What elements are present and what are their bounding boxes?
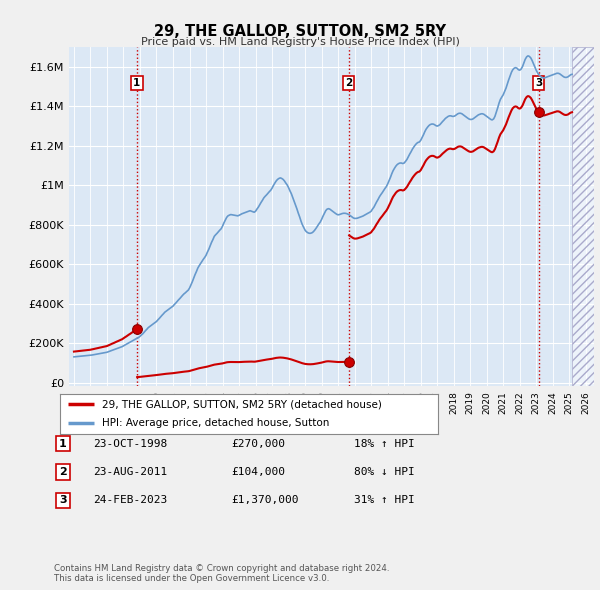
Text: 3: 3	[59, 496, 67, 505]
Text: 3: 3	[535, 78, 542, 88]
Text: £104,000: £104,000	[231, 467, 285, 477]
Text: Contains HM Land Registry data © Crown copyright and database right 2024.
This d: Contains HM Land Registry data © Crown c…	[54, 563, 389, 583]
Text: £270,000: £270,000	[231, 439, 285, 448]
Text: 24-FEB-2023: 24-FEB-2023	[93, 496, 167, 505]
Text: 1: 1	[133, 78, 140, 88]
Text: 31% ↑ HPI: 31% ↑ HPI	[354, 496, 415, 505]
Text: 29, THE GALLOP, SUTTON, SM2 5RY (detached house): 29, THE GALLOP, SUTTON, SM2 5RY (detache…	[101, 399, 382, 409]
Text: HPI: Average price, detached house, Sutton: HPI: Average price, detached house, Sutt…	[101, 418, 329, 428]
Text: 1: 1	[59, 439, 67, 448]
Text: 18% ↑ HPI: 18% ↑ HPI	[354, 439, 415, 448]
Text: 2: 2	[345, 78, 352, 88]
Text: Price paid vs. HM Land Registry's House Price Index (HPI): Price paid vs. HM Land Registry's House …	[140, 37, 460, 47]
Text: 29, THE GALLOP, SUTTON, SM2 5RY: 29, THE GALLOP, SUTTON, SM2 5RY	[154, 24, 446, 38]
Text: 80% ↓ HPI: 80% ↓ HPI	[354, 467, 415, 477]
Text: 23-AUG-2011: 23-AUG-2011	[93, 467, 167, 477]
Text: 23-OCT-1998: 23-OCT-1998	[93, 439, 167, 448]
Text: £1,370,000: £1,370,000	[231, 496, 299, 505]
Text: 2: 2	[59, 467, 67, 477]
